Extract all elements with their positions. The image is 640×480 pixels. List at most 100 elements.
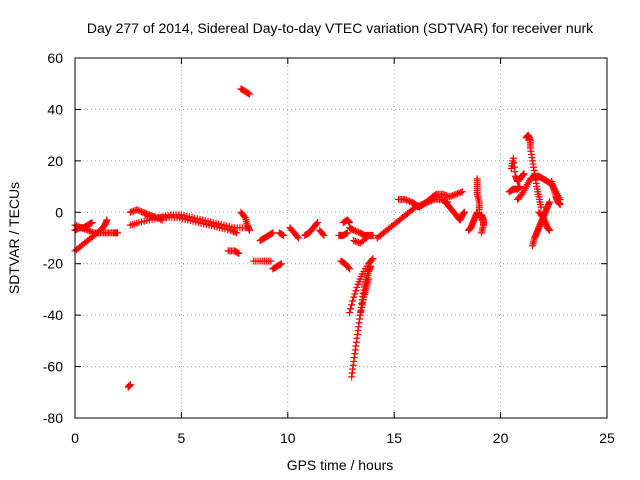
data-point: [546, 226, 554, 234]
data-point: [245, 90, 253, 98]
y-tick-label: 0: [55, 204, 63, 220]
data-point: [351, 290, 359, 298]
series-arc-a2: [71, 216, 111, 255]
data-point: [450, 191, 458, 199]
data-point: [126, 208, 134, 216]
series-arc-ae: [507, 154, 528, 185]
data-point: [350, 293, 358, 301]
data-point: [87, 219, 95, 227]
data-point: [130, 207, 138, 215]
data-point: [346, 265, 354, 273]
data-point: [138, 208, 145, 216]
data-point: [114, 229, 122, 237]
data-point: [134, 206, 142, 214]
y-axis: -80 -60 -40 -20 0 20 40 60: [43, 50, 607, 426]
x-axis: 0 5 10 15 20 25: [71, 58, 615, 446]
data-point: [369, 231, 377, 239]
data-point: [363, 234, 371, 242]
data-point: [278, 231, 286, 239]
x-tick-label: 15: [386, 430, 402, 446]
data-point: [401, 195, 409, 203]
data-point: [228, 227, 236, 235]
data-point: [454, 190, 462, 198]
series-arc-t: [350, 234, 371, 247]
series-arc-g: [224, 247, 243, 257]
data-point: [402, 196, 410, 204]
series-arc-ab: [473, 175, 483, 214]
data-point: [347, 305, 355, 313]
data-point: [348, 301, 356, 309]
data-point: [269, 229, 277, 237]
data-point: [368, 256, 376, 264]
data-point: [280, 231, 288, 239]
data-point: [455, 189, 463, 197]
y-tick-label: -80: [43, 410, 63, 426]
series-arc-h: [237, 85, 253, 98]
series-arc-aa: [465, 208, 481, 234]
series-arc-f: [237, 208, 253, 234]
y-tick-label: 60: [47, 50, 63, 66]
y-tick-label: -60: [43, 359, 63, 375]
series-arc-ad: [505, 183, 524, 196]
series-arc-ai: [535, 208, 554, 234]
data-point: [439, 190, 447, 198]
data-point: [85, 227, 93, 235]
data-point: [367, 262, 375, 270]
data-point: [457, 188, 465, 196]
series-arc-b: [124, 381, 134, 391]
series-arc-aj: [548, 177, 564, 209]
data-point: [344, 264, 352, 272]
data-point: [267, 257, 275, 265]
data-point: [235, 249, 243, 257]
data-point: [136, 207, 144, 215]
grid: [75, 58, 607, 418]
data-point: [449, 192, 457, 200]
data-point: [446, 193, 454, 201]
data-point: [353, 228, 361, 236]
data-point: [346, 309, 354, 317]
data-point: [537, 203, 545, 211]
series-arc-r: [337, 257, 354, 273]
series-arc-ac: [475, 211, 488, 237]
y-tick-label: 40: [47, 101, 63, 117]
data-point: [365, 275, 373, 283]
data-point: [477, 229, 485, 237]
series-arc-s: [346, 224, 377, 239]
data-point: [268, 230, 276, 237]
data-point: [353, 284, 361, 291]
data-point: [556, 201, 564, 209]
data-point: [88, 219, 96, 227]
series-arc-o: [316, 226, 328, 239]
x-tick-label: 10: [280, 430, 296, 446]
series-arc-w: [356, 275, 373, 319]
data-point: [233, 229, 241, 237]
data-point: [350, 237, 358, 245]
data-point: [319, 230, 327, 238]
data-point: [128, 208, 136, 216]
data-point: [313, 220, 321, 228]
series-arc-p: [335, 229, 351, 239]
series-arc-e: [141, 211, 241, 237]
data-point: [447, 192, 455, 200]
data-point: [342, 230, 350, 237]
x-tick-label: 5: [178, 430, 186, 446]
series-arc-v: [348, 262, 375, 381]
data-point: [352, 287, 360, 295]
data-point: [103, 216, 111, 224]
series-arc-n: [301, 219, 322, 239]
data-points: [71, 85, 564, 391]
data-point: [294, 234, 302, 242]
data-point: [231, 228, 239, 236]
x-tick-label: 25: [599, 430, 615, 446]
data-point: [351, 227, 359, 235]
data-point: [343, 229, 351, 237]
data-point: [226, 226, 234, 234]
data-point: [441, 191, 449, 199]
data-point: [293, 233, 301, 241]
chart-title: Day 277 of 2014, Sidereal Day-to-day VTE…: [87, 20, 594, 36]
data-point: [351, 237, 359, 245]
data-point: [546, 198, 554, 206]
series-arc-i: [250, 257, 275, 265]
y-tick-label: -40: [43, 307, 63, 323]
data-point: [244, 89, 252, 97]
